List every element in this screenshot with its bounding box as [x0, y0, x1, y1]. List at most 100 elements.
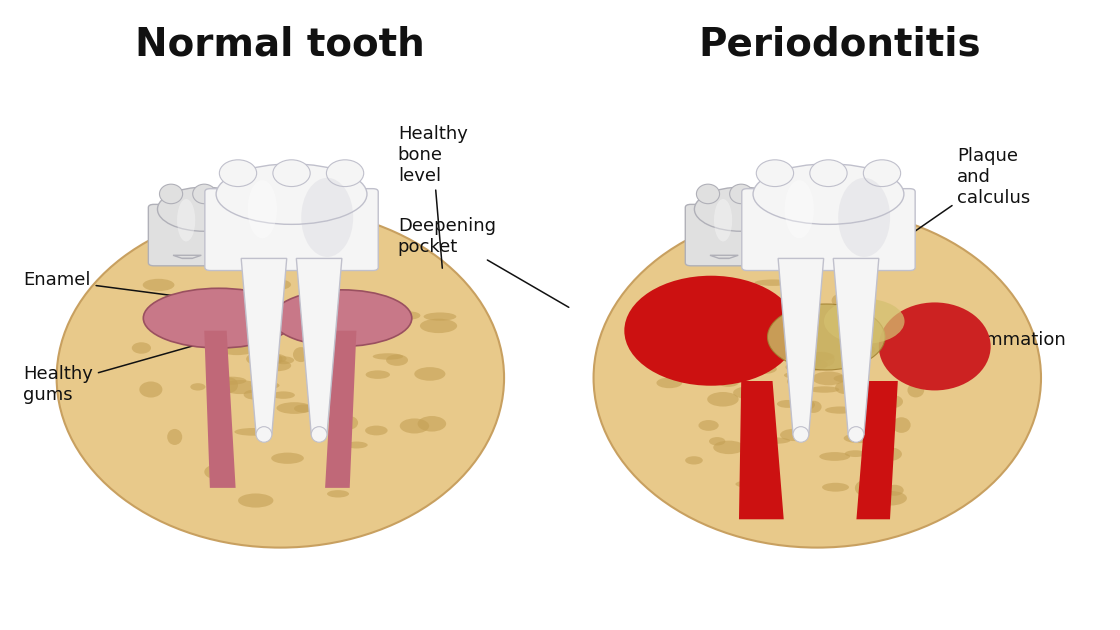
Ellipse shape [414, 367, 446, 381]
Ellipse shape [685, 456, 703, 464]
Ellipse shape [293, 347, 309, 362]
Ellipse shape [167, 429, 183, 445]
Ellipse shape [399, 311, 420, 319]
Ellipse shape [386, 355, 408, 366]
Ellipse shape [365, 370, 390, 379]
Ellipse shape [277, 402, 312, 414]
Ellipse shape [326, 160, 364, 186]
Ellipse shape [186, 306, 215, 318]
Ellipse shape [810, 160, 847, 186]
Ellipse shape [272, 290, 412, 346]
Ellipse shape [836, 382, 853, 394]
Ellipse shape [624, 276, 797, 386]
Polygon shape [833, 258, 879, 435]
Text: Enamel: Enamel [24, 272, 246, 305]
Ellipse shape [853, 423, 879, 438]
Ellipse shape [747, 197, 780, 255]
Ellipse shape [420, 319, 457, 333]
Ellipse shape [252, 294, 270, 308]
Ellipse shape [824, 299, 905, 344]
Ellipse shape [832, 293, 853, 307]
Ellipse shape [785, 363, 803, 371]
Ellipse shape [785, 180, 814, 238]
Ellipse shape [709, 437, 726, 445]
Ellipse shape [177, 199, 195, 241]
Ellipse shape [319, 382, 345, 392]
Ellipse shape [220, 345, 254, 355]
Ellipse shape [718, 377, 739, 387]
Ellipse shape [239, 493, 273, 508]
Polygon shape [325, 331, 356, 488]
Ellipse shape [838, 178, 890, 257]
Ellipse shape [796, 399, 815, 410]
Ellipse shape [749, 364, 777, 374]
Text: Deepening
pocket: Deepening pocket [398, 217, 569, 307]
Ellipse shape [875, 447, 902, 461]
Ellipse shape [190, 383, 205, 391]
Ellipse shape [697, 184, 719, 203]
Ellipse shape [864, 160, 900, 186]
Ellipse shape [694, 187, 788, 231]
Ellipse shape [763, 184, 786, 203]
Ellipse shape [262, 360, 291, 371]
Ellipse shape [400, 418, 429, 433]
Ellipse shape [857, 345, 876, 354]
Ellipse shape [699, 420, 719, 431]
Ellipse shape [847, 249, 884, 264]
Ellipse shape [656, 377, 682, 388]
Ellipse shape [713, 440, 745, 454]
Ellipse shape [893, 417, 911, 433]
Ellipse shape [365, 426, 388, 435]
Ellipse shape [679, 333, 713, 340]
Ellipse shape [825, 406, 855, 414]
FancyBboxPatch shape [205, 188, 379, 270]
Ellipse shape [256, 427, 272, 442]
Ellipse shape [340, 416, 358, 430]
Ellipse shape [204, 465, 224, 479]
Ellipse shape [755, 280, 792, 286]
Polygon shape [241, 258, 287, 435]
Ellipse shape [886, 485, 904, 496]
Ellipse shape [418, 416, 446, 432]
Ellipse shape [262, 278, 284, 290]
Ellipse shape [707, 392, 739, 406]
Text: Inflammation: Inflammation [921, 316, 1065, 349]
Ellipse shape [809, 352, 834, 367]
Ellipse shape [311, 427, 327, 442]
Ellipse shape [784, 372, 804, 379]
Ellipse shape [594, 208, 1040, 547]
Ellipse shape [848, 427, 864, 442]
Ellipse shape [756, 437, 791, 444]
Ellipse shape [240, 325, 271, 338]
Polygon shape [778, 258, 823, 435]
Ellipse shape [216, 164, 367, 224]
Ellipse shape [787, 375, 814, 387]
Ellipse shape [311, 338, 348, 347]
Ellipse shape [793, 358, 828, 372]
Ellipse shape [373, 353, 403, 360]
Ellipse shape [312, 393, 337, 407]
Ellipse shape [793, 427, 809, 442]
Polygon shape [739, 381, 784, 519]
Ellipse shape [734, 386, 765, 399]
Ellipse shape [222, 380, 259, 394]
Ellipse shape [856, 384, 874, 396]
Ellipse shape [57, 208, 504, 547]
Polygon shape [297, 258, 342, 435]
Ellipse shape [211, 197, 243, 255]
Ellipse shape [808, 246, 827, 256]
Ellipse shape [317, 360, 353, 369]
Ellipse shape [319, 318, 357, 326]
Ellipse shape [879, 302, 991, 391]
Ellipse shape [143, 289, 295, 348]
Ellipse shape [301, 178, 353, 257]
Ellipse shape [193, 184, 216, 203]
Ellipse shape [273, 160, 310, 186]
Text: Normal tooth: Normal tooth [136, 26, 426, 64]
Ellipse shape [907, 383, 924, 398]
Ellipse shape [756, 160, 794, 186]
Polygon shape [710, 255, 738, 258]
Ellipse shape [843, 433, 875, 443]
Ellipse shape [844, 450, 866, 457]
Ellipse shape [220, 160, 256, 186]
